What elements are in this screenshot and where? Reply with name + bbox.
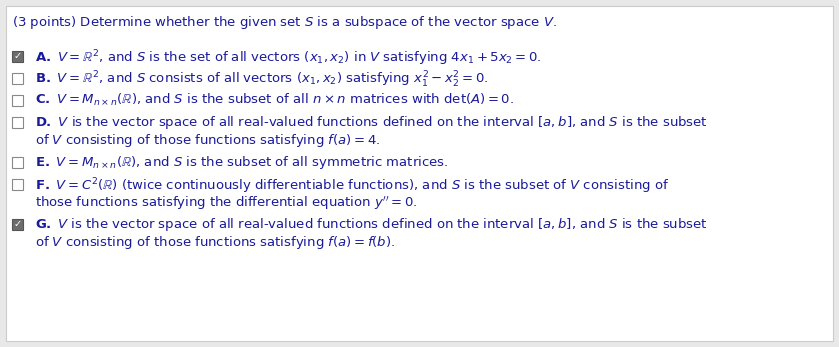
Text: $\mathbf{C.}$ $V = M_{n\times n}(\mathbb{R})$, and $S$ is the subset of all $n \: $\mathbf{C.}$ $V = M_{n\times n}(\mathbb… bbox=[35, 92, 514, 108]
Text: $\mathbf{F.}$ $V = C^2(\mathbb{R})$ (twice continuously differentiable functions: $\mathbf{F.}$ $V = C^2(\mathbb{R})$ (twi… bbox=[35, 176, 670, 196]
Text: those functions satisfying the differential equation $y'' = 0$.: those functions satisfying the different… bbox=[35, 194, 418, 212]
Text: $\mathbf{A.}$ $V = \mathbb{R}^2$, and $S$ is the set of all vectors $(x_1, x_2)$: $\mathbf{A.}$ $V = \mathbb{R}^2$, and $S… bbox=[35, 48, 542, 68]
Text: ✓: ✓ bbox=[13, 51, 22, 61]
Text: ✓: ✓ bbox=[13, 219, 22, 229]
Bar bbox=[12, 117, 23, 128]
Bar bbox=[12, 51, 23, 62]
Text: $\mathbf{G.}$ $V$ is the vector space of all real-valued functions defined on th: $\mathbf{G.}$ $V$ is the vector space of… bbox=[35, 216, 708, 233]
Bar bbox=[12, 156, 23, 168]
Bar bbox=[12, 95, 23, 105]
Text: (3 points) Determine whether the given set $S$ is a subspace of the vector space: (3 points) Determine whether the given s… bbox=[12, 14, 557, 31]
Bar bbox=[12, 179, 23, 189]
Text: of $V$ consisting of those functions satisfying $f(a) = 4$.: of $V$ consisting of those functions sat… bbox=[35, 132, 380, 149]
Bar bbox=[12, 219, 23, 230]
Bar bbox=[12, 73, 23, 84]
Text: of $V$ consisting of those functions satisfying $f(a) = f(b)$.: of $V$ consisting of those functions sat… bbox=[35, 234, 395, 251]
Text: $\mathbf{D.}$ $V$ is the vector space of all real-valued functions defined on th: $\mathbf{D.}$ $V$ is the vector space of… bbox=[35, 114, 708, 131]
Text: $\mathbf{E.}$ $V = M_{n\times n}(\mathbb{R})$, and $S$ is the subset of all symm: $\mathbf{E.}$ $V = M_{n\times n}(\mathbb… bbox=[35, 154, 448, 171]
Text: $\mathbf{B.}$ $V = \mathbb{R}^2$, and $S$ consists of all vectors $(x_1, x_2)$ s: $\mathbf{B.}$ $V = \mathbb{R}^2$, and $S… bbox=[35, 70, 488, 90]
